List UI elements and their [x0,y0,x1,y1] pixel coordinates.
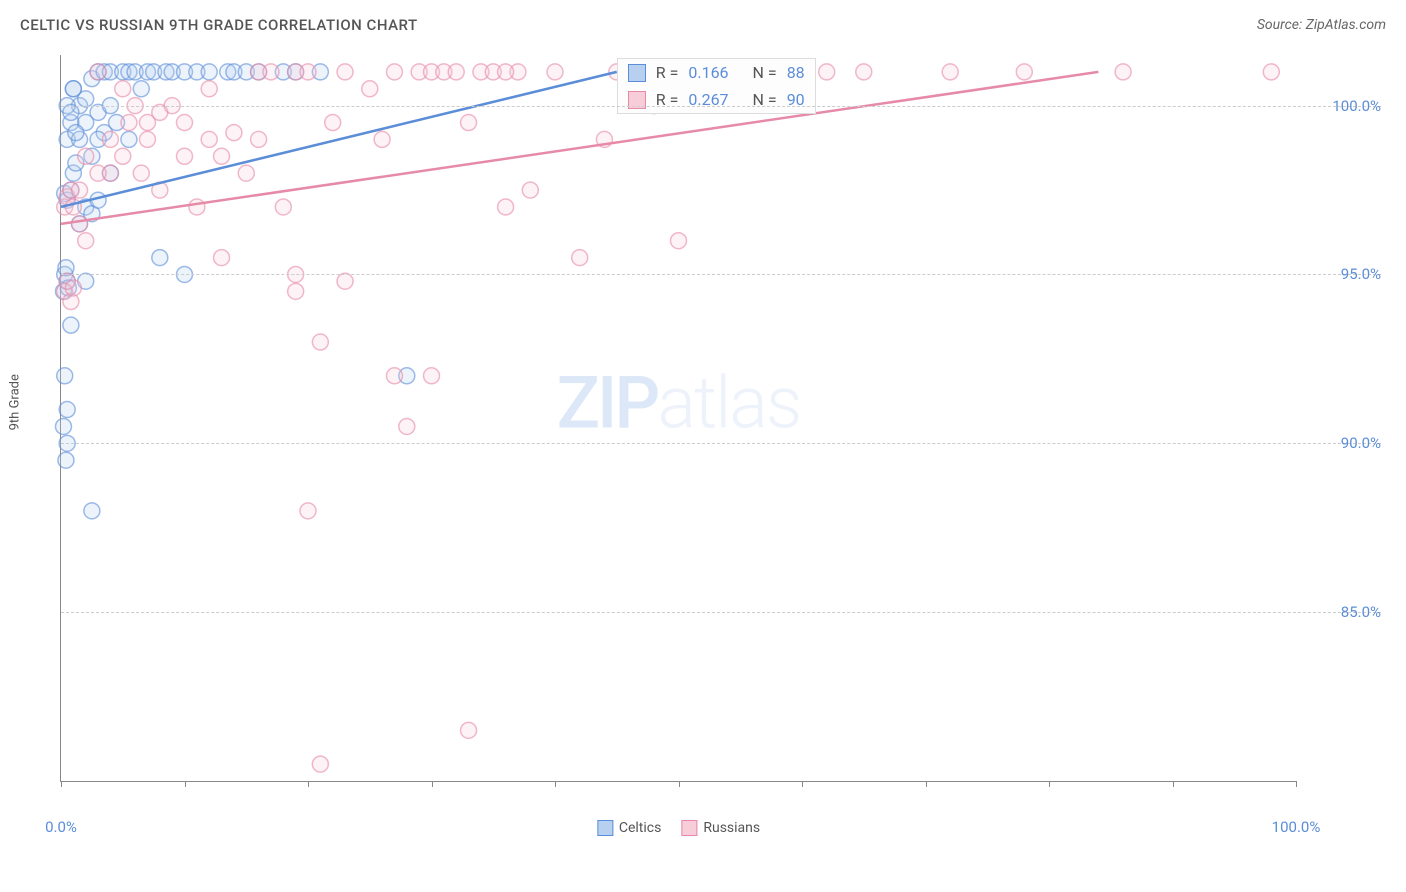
stats-row-celtics: R = 0.166 N = 88 [618,59,815,86]
chart-container: 9th Grade ZIPatlas R = 0.166 N = 88 R = … [20,50,1386,852]
russians-swatch-icon [681,820,697,836]
celtics-r-value: 0.166 [688,63,728,82]
legend-label-celtics: Celtics [619,820,661,836]
plot-area: ZIPatlas R = 0.166 N = 88 R = 0.267 N = … [60,55,1296,782]
legend-bottom: Celtics Russians [597,820,760,836]
y-tick-label: 85.0% [1306,603,1381,621]
celtics-swatch-icon [628,64,646,82]
r-label: R = [656,63,679,82]
stats-row-russians: R = 0.267 N = 90 [618,86,815,113]
x-tick-label: 0.0% [45,818,77,836]
x-tick-label: 100.0% [1272,818,1321,836]
y-tick-label: 95.0% [1306,265,1381,283]
n-label: N = [753,63,777,82]
legend-item-russians: Russians [681,820,760,836]
celtics-swatch-icon [597,820,613,836]
y-axis-label: 9th Grade [8,374,23,430]
chart-svg [61,55,1296,781]
y-tick-label: 90.0% [1306,434,1381,452]
legend-label-russians: Russians [703,820,760,836]
chart-title: CELTIC VS RUSSIAN 9TH GRADE CORRELATION … [20,16,418,34]
source-label: Source: ZipAtlas.com [1257,17,1386,33]
legend-item-celtics: Celtics [597,820,661,836]
celtics-n-value: 88 [787,63,805,82]
y-tick-label: 100.0% [1306,97,1381,115]
